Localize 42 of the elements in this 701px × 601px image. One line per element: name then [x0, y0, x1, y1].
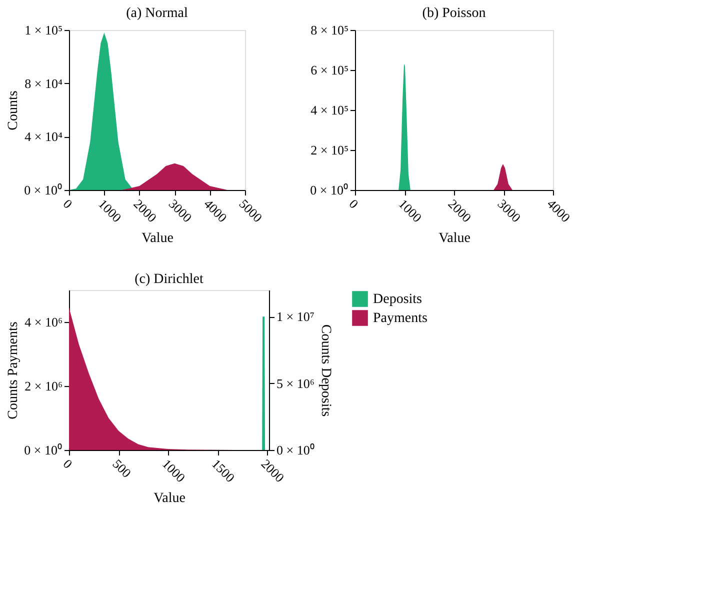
y-tick-label: 1 × 10⁵: [24, 22, 62, 38]
legend-label: Payments: [373, 311, 428, 326]
x-tick-label: 0: [60, 456, 76, 472]
y-tick-label: 0 × 10⁰: [24, 182, 62, 198]
x-axis-title: Value: [154, 491, 186, 506]
y-tick-label: 4 × 10⁶: [24, 314, 62, 330]
y-tick-label: 8 × 10⁴: [24, 76, 63, 91]
x-tick-label: 4000: [544, 196, 574, 226]
y-tick-label: 8 × 10⁵: [310, 22, 348, 38]
chart-title: (a) Normal: [126, 6, 188, 21]
x-tick-label: 2000: [445, 196, 474, 226]
y2-tick-label: 5 × 10⁶: [276, 376, 314, 391]
x-tick-label: 3000: [166, 196, 195, 226]
x-axis-title: Value: [438, 231, 470, 246]
y-axis-title: Counts Payments: [6, 322, 22, 420]
y2-axis-title: Counts Deposits: [318, 324, 333, 417]
y2-tick-label: 1 × 10⁷: [276, 309, 314, 324]
x-tick-label: 500: [110, 456, 134, 480]
y-tick-label: 2 × 10⁵: [310, 142, 348, 158]
legend-label: Deposits: [373, 292, 422, 307]
y-tick-label: 0 × 10⁰: [310, 182, 348, 198]
chart-title: (c) Dirichlet: [134, 272, 204, 287]
x-tick-label: 2000: [258, 456, 288, 486]
y-tick-label: 6 × 10⁵: [310, 62, 348, 78]
y-tick-label: 4 × 10⁵: [310, 102, 348, 118]
x-tick-label: 0: [346, 196, 362, 212]
x-tick-label: 1000: [159, 456, 188, 486]
x-tick-label: 1500: [208, 456, 238, 486]
y-axis-title: Counts: [6, 90, 22, 130]
x-tick-label: 1000: [96, 196, 124, 226]
y-tick-label: 2 × 10⁶: [24, 378, 62, 394]
x-tick-label: 5000: [236, 196, 266, 226]
y-tick-label: 0 × 10⁰: [24, 442, 62, 458]
y-tick-label: 4 × 10⁴: [24, 129, 63, 144]
chart-title: (b) Poisson: [422, 6, 486, 21]
x-tick-label: 0: [60, 196, 76, 212]
x-tick-label: 4000: [201, 196, 230, 226]
x-tick-label: 2000: [130, 196, 160, 226]
x-tick-label: 3000: [494, 196, 524, 226]
y2-tick-label: 0 × 10⁰: [276, 442, 315, 458]
x-axis-title: Value: [142, 231, 174, 246]
x-tick-label: 1000: [396, 196, 425, 226]
